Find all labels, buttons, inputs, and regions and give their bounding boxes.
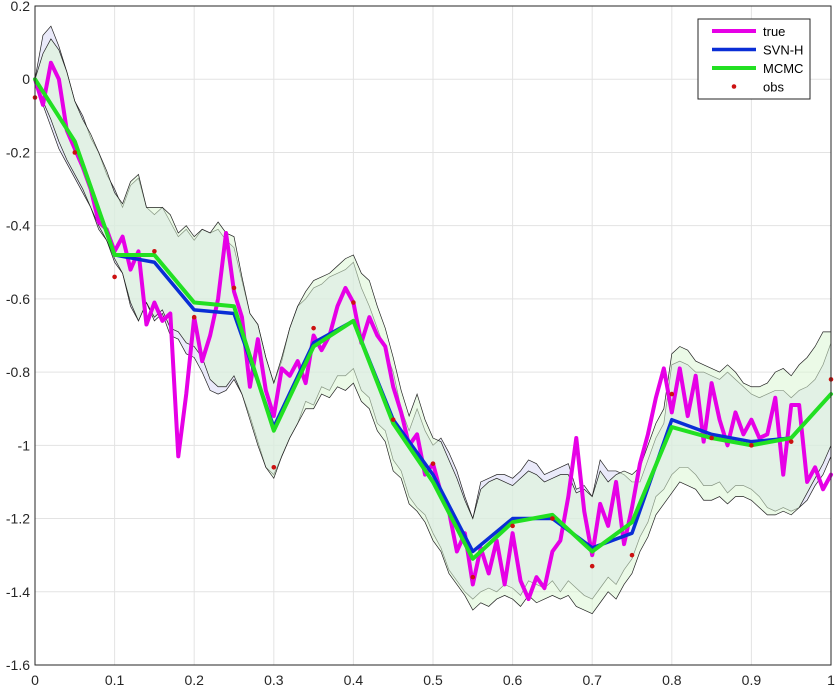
obs-point (72, 150, 78, 155)
series-line-svn-h (33, 77, 833, 554)
obs-point (191, 314, 197, 320)
x-tick-label: 0.9 (742, 672, 762, 688)
legend-label: SVN-H (763, 43, 803, 58)
obs-point (589, 563, 595, 569)
obs-point (510, 523, 515, 529)
obs-point (629, 552, 635, 558)
obs-point (271, 465, 277, 470)
x-tick-label: 0.6 (503, 672, 523, 688)
band-lower-edge-1 (34, 79, 832, 615)
x-tick-label: 1 (827, 672, 835, 688)
legend-label: MCMC (763, 61, 803, 76)
obs-point (351, 300, 356, 305)
obs-point (749, 443, 754, 448)
obs-point (112, 274, 117, 280)
obs-point (788, 439, 794, 444)
x-tick-label: 0 (31, 672, 39, 688)
y-tick-label: -0.4 (6, 218, 30, 234)
y-tick-label: -1.6 (6, 657, 30, 673)
y-tick-label: 0 (22, 71, 30, 87)
y-tick-label: 0.2 (11, 0, 31, 14)
x-tick-labels: 0 0.1 0.2 0.3 0.4 0.5 0.6 0.7 0.8 0.9 1 (31, 672, 835, 688)
obs-point (669, 391, 675, 397)
obs-point (152, 248, 157, 254)
x-tick-label: 0.3 (264, 672, 284, 688)
legend: true SVN-H MCMC obs (697, 18, 811, 100)
y-tick-label: -0.2 (6, 144, 30, 160)
obs-point (709, 435, 714, 441)
y-tick-label: -0.8 (6, 364, 30, 380)
y-tick-labels: 0.2 0 -0.2 -0.4 -0.6 -0.8 -1 -1.2 -1.4 -1.6 (6, 0, 30, 673)
y-tick-label: -1 (18, 437, 31, 453)
x-tick-label: 0.1 (105, 672, 125, 688)
x-tick-label: 0.5 (423, 672, 443, 688)
obs-points (32, 95, 834, 580)
obs-point (470, 574, 476, 580)
legend-label: obs (763, 80, 784, 95)
y-tick-label: -0.6 (6, 291, 30, 307)
band-upper-edge-1 (34, 38, 831, 520)
obs-point (390, 417, 396, 423)
plot-frame (34, 5, 832, 666)
obs-point (550, 516, 555, 521)
legend-label: true (763, 24, 785, 39)
obs-point (311, 325, 316, 331)
y-tick-label: -1.2 (6, 511, 30, 527)
x-tick-label: 0.2 (184, 672, 204, 688)
y-tick-label: -1.4 (6, 584, 30, 600)
obs-point (231, 285, 237, 291)
x-tick-label: 0.4 (344, 672, 364, 688)
legend-swatch (731, 84, 737, 89)
x-tick-label: 0.7 (582, 672, 602, 688)
obs-point (430, 461, 436, 466)
x-tick-label: 0.8 (662, 672, 682, 688)
series-line-mcmc (33, 77, 833, 561)
